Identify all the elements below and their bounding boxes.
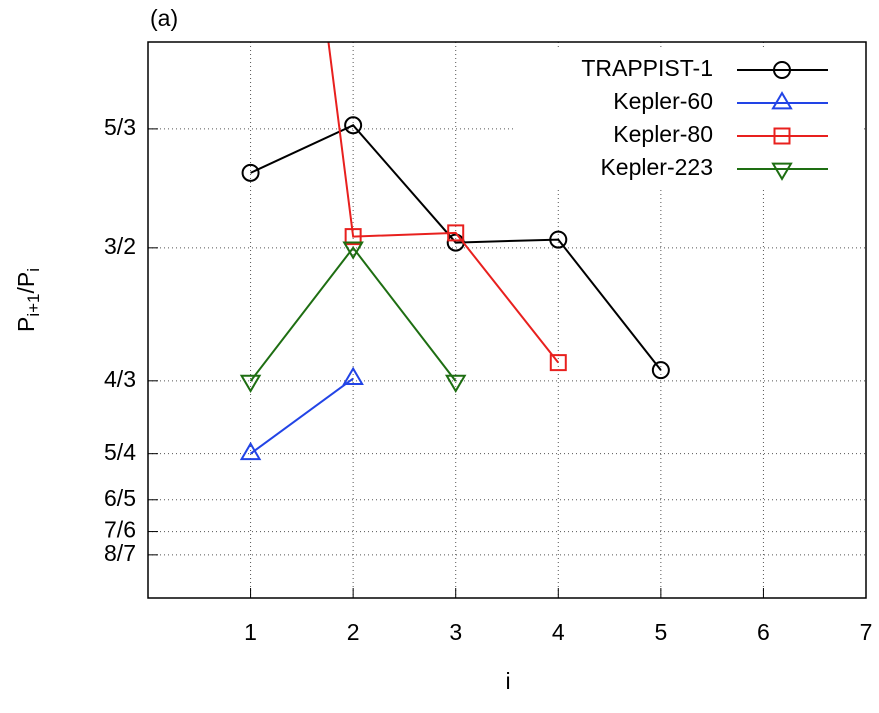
legend-label: Kepler-60 [613, 88, 713, 114]
y-tick-label: 8/7 [104, 540, 136, 566]
series-line [249, 377, 354, 455]
x-tick-label: 3 [449, 619, 462, 645]
y-axis-label-part: /P [13, 272, 39, 294]
data-point [549, 230, 568, 249]
legend-label: TRAPPIST-1 [581, 55, 713, 81]
data-point [651, 361, 670, 380]
y-tick-label: 5/4 [104, 439, 136, 465]
legend-marker [773, 61, 791, 79]
y-tick-label: 4/3 [104, 366, 136, 392]
x-tick-label: 4 [552, 619, 565, 645]
data-point [241, 163, 260, 182]
legend-marker [771, 162, 793, 181]
x-tick-label: 1 [244, 619, 257, 645]
legend-background [516, 50, 861, 190]
y-axis-label-part: i+1 [24, 294, 43, 317]
legend-marker [773, 127, 791, 145]
series-line [327, 42, 560, 364]
series-line [250, 124, 662, 371]
data-point [342, 241, 364, 260]
data-point [342, 366, 364, 385]
plot-frame [147, 41, 867, 599]
data-point [444, 374, 467, 393]
y-tick-label: 5/3 [104, 114, 136, 140]
y-tick-label: 3/2 [104, 233, 136, 259]
x-tick-label: 7 [860, 619, 873, 645]
x-tick-label: 2 [347, 619, 360, 645]
data-point [344, 116, 363, 135]
y-axis-label-part: P [13, 317, 39, 332]
y-axis-label-part: i [24, 268, 43, 272]
data-point [447, 224, 465, 242]
y-tick-label: 6/5 [104, 485, 136, 511]
series-line [249, 246, 457, 382]
legend-label: Kepler-223 [600, 154, 713, 180]
y-axis-label: Pi+1/Pi [13, 268, 43, 332]
data-point [239, 374, 262, 393]
chart-title: (a) [150, 5, 178, 31]
x-tick-label: 5 [654, 619, 667, 645]
plot-area [239, 42, 670, 461]
x-tick-label: 6 [757, 619, 770, 645]
legend-label: Kepler-80 [613, 121, 713, 147]
data-point [239, 441, 262, 461]
data-point [344, 228, 362, 246]
data-point [549, 354, 567, 372]
legend: TRAPPIST-1 Kepler-60 Kepler-80 Kepler-223 [516, 50, 861, 190]
x-axis-label: i [505, 668, 510, 694]
y-tick-label: 7/6 [104, 517, 136, 543]
legend-marker [771, 91, 793, 110]
